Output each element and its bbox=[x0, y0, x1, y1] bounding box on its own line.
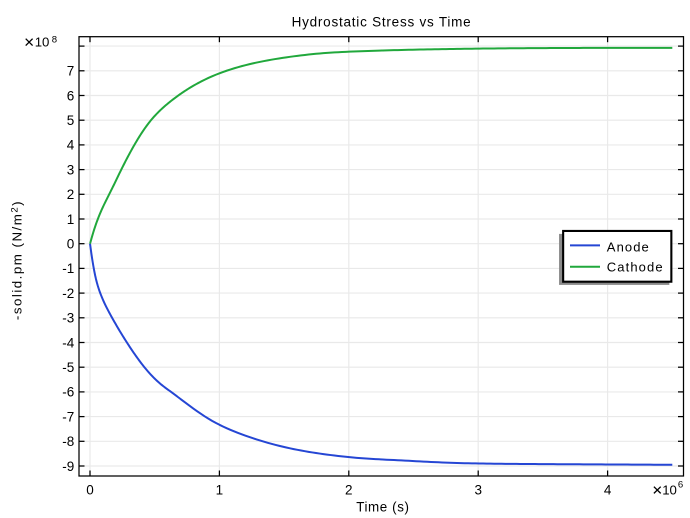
svg-text:-3: -3 bbox=[62, 311, 74, 326]
svg-text:5: 5 bbox=[67, 113, 75, 128]
svg-text:-solid.pm (N/m2): -solid.pm (N/m2) bbox=[9, 200, 24, 320]
svg-text:10: 10 bbox=[35, 35, 50, 50]
svg-text:2: 2 bbox=[345, 482, 353, 497]
svg-text:4: 4 bbox=[604, 482, 612, 497]
svg-text:-1: -1 bbox=[62, 261, 74, 276]
svg-text:Cathode: Cathode bbox=[607, 260, 664, 275]
svg-text:-7: -7 bbox=[62, 409, 74, 424]
svg-text:-6: -6 bbox=[62, 385, 74, 400]
svg-text:Anode: Anode bbox=[607, 239, 650, 254]
svg-text:2: 2 bbox=[67, 187, 75, 202]
svg-text:-2: -2 bbox=[62, 286, 74, 301]
svg-text:-5: -5 bbox=[62, 360, 74, 375]
svg-text:-9: -9 bbox=[62, 459, 74, 474]
svg-text:4: 4 bbox=[67, 138, 75, 153]
svg-text:6: 6 bbox=[678, 480, 683, 491]
svg-text:6: 6 bbox=[67, 88, 75, 103]
svg-text:0: 0 bbox=[67, 237, 75, 252]
svg-text:-4: -4 bbox=[62, 335, 74, 350]
svg-text:1: 1 bbox=[216, 482, 224, 497]
svg-text:7: 7 bbox=[67, 64, 75, 79]
svg-text:-8: -8 bbox=[62, 434, 74, 449]
svg-text:0: 0 bbox=[86, 482, 94, 497]
svg-text:10: 10 bbox=[662, 482, 677, 497]
svg-text:8: 8 bbox=[52, 35, 57, 46]
svg-text:3: 3 bbox=[67, 162, 75, 177]
svg-text:1: 1 bbox=[67, 212, 75, 227]
svg-text:3: 3 bbox=[474, 482, 482, 497]
svg-text:Time (s): Time (s) bbox=[356, 500, 409, 515]
svg-text:Hydrostatic Stress vs Time: Hydrostatic Stress vs Time bbox=[292, 15, 472, 30]
